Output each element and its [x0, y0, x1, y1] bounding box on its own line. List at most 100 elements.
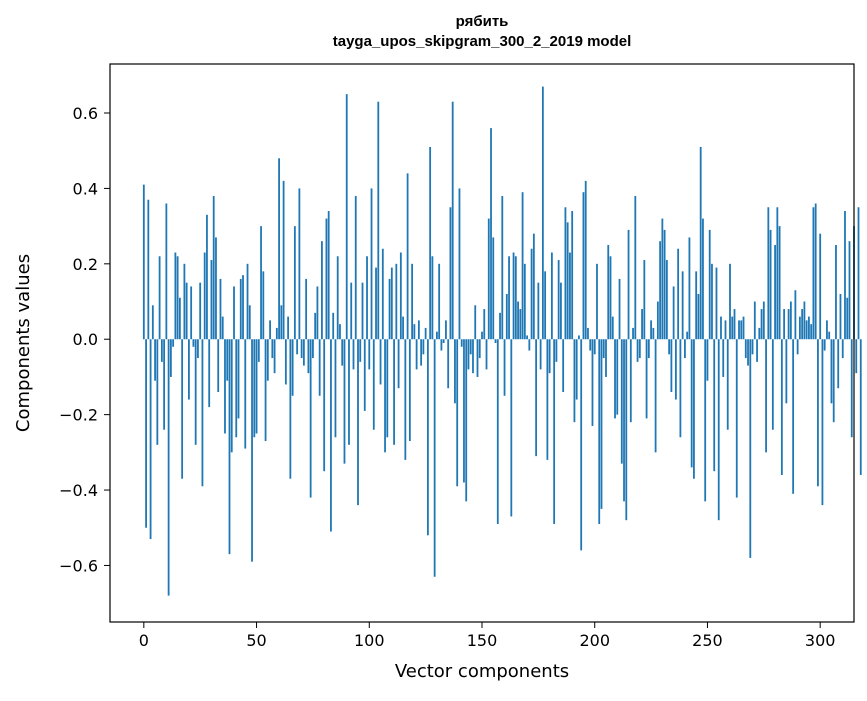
bar-313	[848, 241, 851, 340]
bar-253	[713, 339, 716, 472]
bar-191	[573, 339, 576, 423]
bar-10	[165, 203, 168, 340]
bar-249	[704, 339, 707, 502]
bar-203	[600, 339, 603, 509]
bar-78	[318, 339, 321, 396]
bar-64	[287, 316, 290, 340]
bar-0	[142, 184, 145, 340]
bar-311	[844, 211, 846, 340]
bar-240	[684, 339, 686, 359]
bar-285	[785, 339, 788, 404]
bar-288	[792, 339, 795, 494]
bar-25	[199, 282, 202, 340]
bar-170	[526, 335, 528, 340]
bar-287	[789, 301, 792, 340]
bar-24	[197, 339, 199, 359]
bar-202	[598, 339, 601, 524]
bar-102	[372, 339, 375, 430]
bar-245	[695, 271, 698, 340]
x-tick-label: 150	[467, 631, 498, 650]
bar-266	[742, 316, 745, 340]
bar-276	[765, 339, 767, 453]
bar-127	[429, 146, 432, 340]
bar-52	[260, 226, 262, 340]
bar-146	[472, 339, 474, 374]
bar-13	[172, 339, 175, 347]
bar-156	[494, 339, 497, 343]
bar-129	[433, 339, 436, 577]
bar-139	[456, 339, 459, 487]
bar-95	[357, 339, 359, 506]
bar-303	[826, 320, 828, 340]
bar-43	[239, 278, 242, 340]
bar-309	[839, 293, 842, 340]
bar-20	[188, 339, 190, 400]
bar-6	[156, 339, 159, 445]
y-tick-label: −0.6	[59, 556, 98, 575]
bar-106	[381, 248, 384, 340]
bar-197	[587, 327, 589, 340]
bar-262	[733, 309, 736, 340]
bar-209	[614, 339, 616, 419]
bar-14	[174, 252, 177, 340]
bar-56	[269, 320, 271, 340]
bar-269	[749, 339, 752, 558]
bar-185	[560, 282, 562, 340]
bar-210	[616, 339, 619, 415]
bar-9	[163, 339, 166, 430]
bar-194	[580, 339, 583, 551]
bar-18	[183, 263, 186, 340]
bar-36	[224, 339, 226, 434]
bar-104	[377, 101, 380, 340]
bar-297	[812, 207, 815, 340]
bar-289	[794, 290, 797, 340]
bar-230	[661, 218, 664, 340]
bar-150	[481, 331, 483, 340]
bar-223	[645, 339, 648, 419]
bar-147	[474, 305, 477, 340]
bar-190	[571, 211, 574, 340]
bar-242	[688, 237, 691, 340]
bar-157	[496, 339, 499, 524]
bar-178	[544, 271, 547, 340]
bar-32	[215, 237, 217, 340]
bar-84	[332, 312, 335, 340]
bar-70	[300, 339, 303, 359]
bar-199	[591, 339, 594, 426]
bar-72	[305, 278, 308, 340]
bar-90	[345, 94, 348, 340]
bar-35	[221, 316, 224, 340]
bar-124	[422, 339, 425, 355]
bar-200	[593, 339, 596, 355]
bar-144	[467, 339, 470, 370]
bar-235	[672, 286, 675, 340]
bar-63	[284, 339, 287, 385]
bar-130	[436, 331, 438, 340]
bar-87	[339, 324, 341, 340]
bar-133	[442, 339, 445, 343]
bar-142	[463, 339, 465, 483]
bar-121	[415, 339, 418, 370]
bar-238	[679, 339, 682, 438]
bar-236	[674, 339, 677, 400]
bar-317	[857, 207, 860, 340]
bar-277	[767, 207, 770, 340]
bar-187	[564, 207, 567, 340]
bar-30	[210, 260, 213, 340]
bar-40	[233, 286, 235, 340]
bar-168	[521, 192, 524, 340]
bar-286	[787, 309, 790, 340]
bar-318	[859, 339, 862, 475]
y-axis-label: Components values	[13, 254, 34, 432]
bar-217	[632, 327, 634, 340]
bar-51	[257, 339, 260, 362]
x-tick-label: 250	[692, 631, 723, 650]
bar-171	[528, 339, 531, 351]
y-axis-ticks: −0.6 −0.4 −0.2 0.0 0.2 0.4 0.6	[59, 104, 110, 575]
bar-167	[519, 309, 522, 340]
bar-112	[395, 263, 398, 340]
bar-295	[808, 316, 810, 340]
bar-296	[810, 324, 813, 340]
bar-184	[557, 260, 560, 340]
bar-111	[393, 339, 395, 445]
